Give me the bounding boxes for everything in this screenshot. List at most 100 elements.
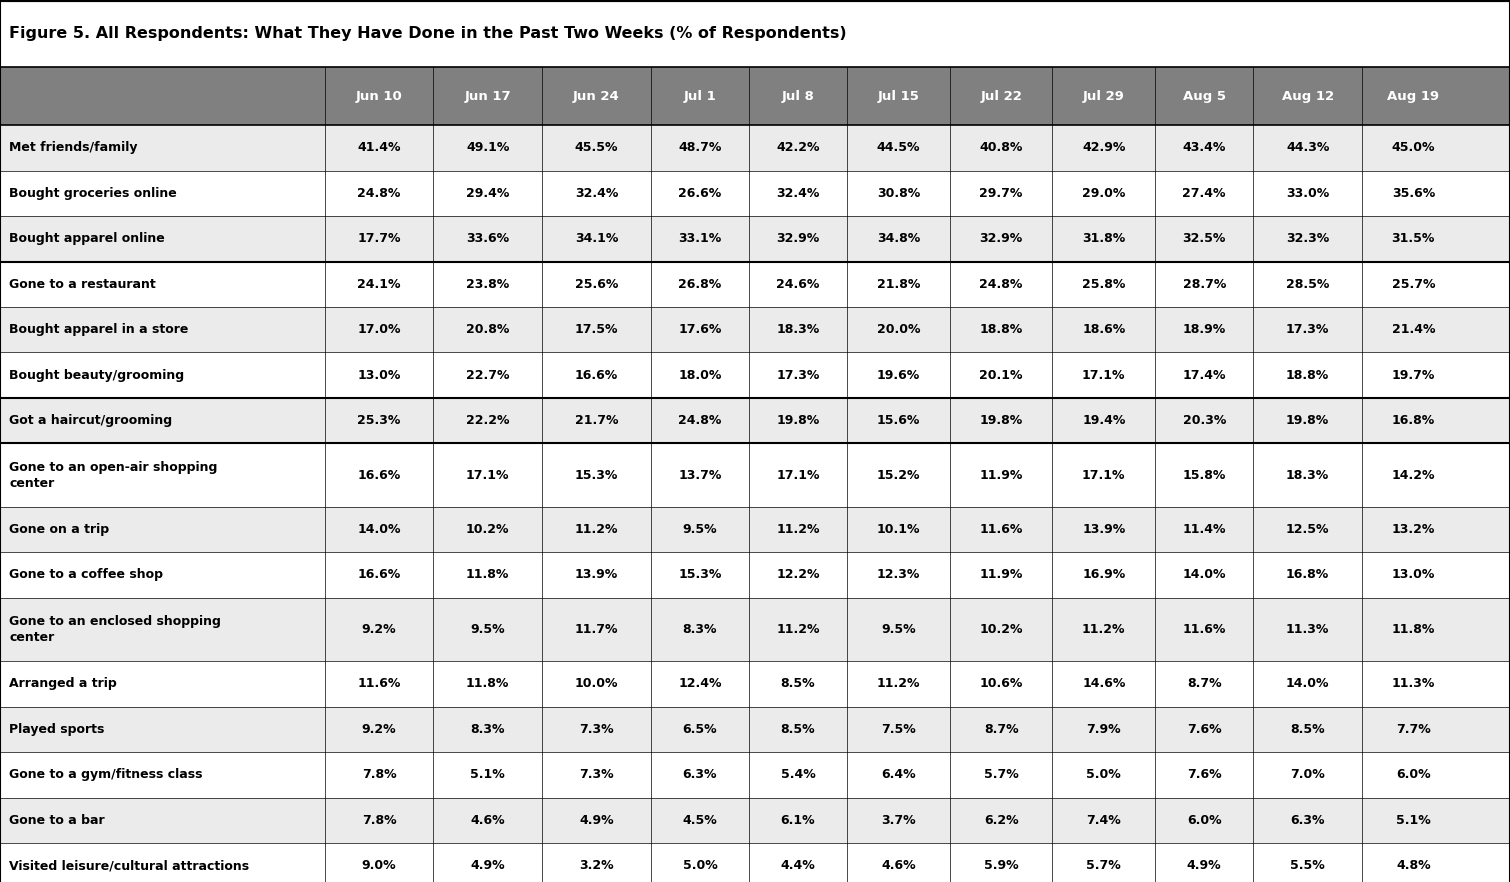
Text: Aug 12: Aug 12 xyxy=(1282,90,1333,102)
Text: 33.0%: 33.0% xyxy=(1287,187,1329,200)
Text: 6.2%: 6.2% xyxy=(985,814,1018,826)
Text: 5.0%: 5.0% xyxy=(683,859,717,872)
Text: 18.3%: 18.3% xyxy=(776,323,820,336)
Text: 24.8%: 24.8% xyxy=(980,278,1022,291)
Text: Jun 24: Jun 24 xyxy=(574,90,619,102)
Text: 33.6%: 33.6% xyxy=(467,232,509,245)
Text: 22.2%: 22.2% xyxy=(467,415,509,427)
Text: 16.8%: 16.8% xyxy=(1392,415,1434,427)
Text: 6.4%: 6.4% xyxy=(882,768,915,781)
Text: 7.0%: 7.0% xyxy=(1290,768,1326,781)
Text: Aug 19: Aug 19 xyxy=(1388,90,1439,102)
Text: 27.4%: 27.4% xyxy=(1182,187,1226,200)
Text: 17.3%: 17.3% xyxy=(776,369,820,382)
Text: 26.8%: 26.8% xyxy=(678,278,722,291)
Text: 4.9%: 4.9% xyxy=(1187,859,1222,872)
Text: 14.2%: 14.2% xyxy=(1392,468,1434,482)
Text: 29.4%: 29.4% xyxy=(467,187,509,200)
Text: 25.6%: 25.6% xyxy=(575,278,618,291)
Text: 20.8%: 20.8% xyxy=(467,323,509,336)
Text: Met friends/family: Met friends/family xyxy=(9,141,137,154)
Text: 7.6%: 7.6% xyxy=(1187,768,1222,781)
Text: 6.0%: 6.0% xyxy=(1397,768,1430,781)
Text: 6.3%: 6.3% xyxy=(683,768,717,781)
Text: 5.9%: 5.9% xyxy=(985,859,1018,872)
Text: 7.3%: 7.3% xyxy=(580,768,613,781)
Text: 16.8%: 16.8% xyxy=(1287,569,1329,581)
Text: 13.7%: 13.7% xyxy=(678,468,722,482)
Text: 28.7%: 28.7% xyxy=(1182,278,1226,291)
Text: 17.5%: 17.5% xyxy=(575,323,618,336)
Text: 5.5%: 5.5% xyxy=(1290,859,1326,872)
Text: 11.2%: 11.2% xyxy=(776,623,820,636)
Text: 32.3%: 32.3% xyxy=(1287,232,1329,245)
Text: 45.0%: 45.0% xyxy=(1392,141,1434,154)
Text: Played sports: Played sports xyxy=(9,723,104,736)
Text: 32.4%: 32.4% xyxy=(776,187,820,200)
Text: 41.4%: 41.4% xyxy=(358,141,400,154)
Text: 10.1%: 10.1% xyxy=(877,523,920,536)
Text: Gone to an open-air shopping
center: Gone to an open-air shopping center xyxy=(9,460,217,490)
Text: 11.6%: 11.6% xyxy=(358,677,400,691)
Text: Gone to an enclosed shopping
center: Gone to an enclosed shopping center xyxy=(9,615,220,644)
Bar xyxy=(0,67,1510,125)
Text: 7.5%: 7.5% xyxy=(880,723,917,736)
Text: 3.2%: 3.2% xyxy=(580,859,613,872)
Text: 17.1%: 17.1% xyxy=(1083,468,1125,482)
Text: 5.1%: 5.1% xyxy=(470,768,506,781)
Text: 6.3%: 6.3% xyxy=(1291,814,1324,826)
Text: 10.0%: 10.0% xyxy=(575,677,618,691)
Text: 49.1%: 49.1% xyxy=(467,141,509,154)
Text: 11.9%: 11.9% xyxy=(980,569,1022,581)
Text: 12.5%: 12.5% xyxy=(1287,523,1329,536)
Text: 32.5%: 32.5% xyxy=(1182,232,1226,245)
Text: 11.2%: 11.2% xyxy=(877,677,920,691)
Text: 17.7%: 17.7% xyxy=(358,232,400,245)
Text: Gone to a coffee shop: Gone to a coffee shop xyxy=(9,569,163,581)
Text: 15.3%: 15.3% xyxy=(575,468,618,482)
Text: 44.3%: 44.3% xyxy=(1287,141,1329,154)
Text: 11.9%: 11.9% xyxy=(980,468,1022,482)
Text: 15.3%: 15.3% xyxy=(678,569,722,581)
Text: 12.2%: 12.2% xyxy=(776,569,820,581)
Text: 6.0%: 6.0% xyxy=(1187,814,1222,826)
Text: 32.9%: 32.9% xyxy=(776,232,820,245)
Text: 17.3%: 17.3% xyxy=(1287,323,1329,336)
Text: 13.9%: 13.9% xyxy=(575,569,618,581)
Text: 11.7%: 11.7% xyxy=(575,623,618,636)
Text: 28.5%: 28.5% xyxy=(1287,278,1329,291)
Text: 20.3%: 20.3% xyxy=(1182,415,1226,427)
Text: 6.5%: 6.5% xyxy=(683,723,717,736)
Text: 24.8%: 24.8% xyxy=(358,187,400,200)
Text: 10.6%: 10.6% xyxy=(980,677,1022,691)
Text: 7.9%: 7.9% xyxy=(1087,723,1120,736)
Bar xyxy=(0,0,1510,67)
Text: 24.6%: 24.6% xyxy=(776,278,820,291)
Text: 45.5%: 45.5% xyxy=(575,141,618,154)
Text: Aug 5: Aug 5 xyxy=(1182,90,1226,102)
Text: 6.1%: 6.1% xyxy=(781,814,815,826)
Text: 11.2%: 11.2% xyxy=(1083,623,1125,636)
Text: 4.8%: 4.8% xyxy=(1397,859,1430,872)
Bar xyxy=(0,706,1510,752)
Text: Bought beauty/grooming: Bought beauty/grooming xyxy=(9,369,184,382)
Text: 11.6%: 11.6% xyxy=(1182,623,1226,636)
Text: 15.6%: 15.6% xyxy=(877,415,920,427)
Text: 10.2%: 10.2% xyxy=(980,623,1022,636)
Text: 5.1%: 5.1% xyxy=(1395,814,1431,826)
Text: 34.1%: 34.1% xyxy=(575,232,618,245)
Text: 32.4%: 32.4% xyxy=(575,187,618,200)
Text: 11.8%: 11.8% xyxy=(467,569,509,581)
Bar xyxy=(0,170,1510,216)
Bar xyxy=(0,752,1510,797)
Text: 8.5%: 8.5% xyxy=(1291,723,1324,736)
Text: Jul 8: Jul 8 xyxy=(782,90,814,102)
Text: 9.5%: 9.5% xyxy=(471,623,504,636)
Text: 4.5%: 4.5% xyxy=(683,814,717,826)
Bar xyxy=(0,843,1510,882)
Text: 18.8%: 18.8% xyxy=(980,323,1022,336)
Text: 17.1%: 17.1% xyxy=(1083,369,1125,382)
Text: 9.2%: 9.2% xyxy=(362,623,396,636)
Text: 12.3%: 12.3% xyxy=(877,569,920,581)
Text: 13.0%: 13.0% xyxy=(358,369,400,382)
